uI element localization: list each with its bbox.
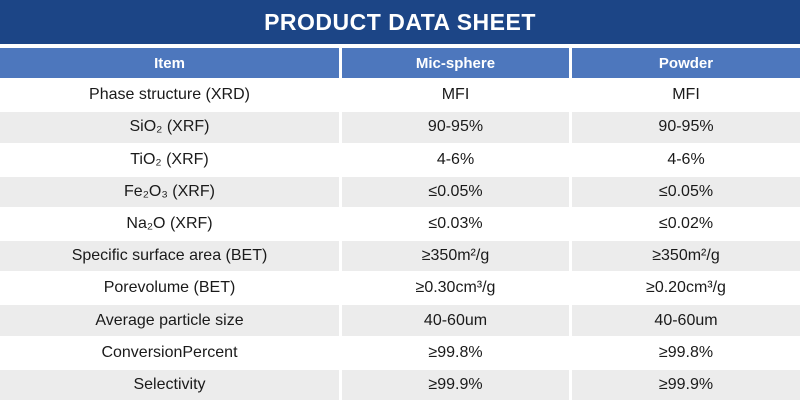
data-table: Item Mic-sphere Powder Phase structure (… xyxy=(0,48,800,400)
cell-micsphere: ≤0.03% xyxy=(342,208,569,240)
cell-micsphere: ≤0.05% xyxy=(342,176,569,207)
cell-item: Na₂O (XRF) xyxy=(0,208,339,240)
cell-powder: ≤0.02% xyxy=(572,208,800,240)
cell-item: SiO₂ (XRF) xyxy=(0,112,339,143)
column-header-item: Item xyxy=(0,48,339,79)
cell-item: Selectivity xyxy=(0,369,339,400)
cell-micsphere: ≥350m²/g xyxy=(342,241,569,272)
cell-powder: 4-6% xyxy=(572,144,800,175)
column-header-powder: Powder xyxy=(572,48,800,79)
cell-item: ConversionPercent xyxy=(0,337,339,368)
page-title: PRODUCT DATA SHEET xyxy=(264,8,536,35)
cell-micsphere: ≥99.8% xyxy=(342,337,569,368)
cell-powder: ≥350m²/g xyxy=(572,241,800,272)
cell-micsphere: 40-60um xyxy=(342,305,569,336)
cell-powder: 40-60um xyxy=(572,305,800,336)
cell-item: Specific surface area (BET) xyxy=(0,241,339,272)
cell-micsphere: ≥0.30cm³/g xyxy=(342,273,569,304)
cell-powder: ≥99.9% xyxy=(572,369,800,400)
cell-micsphere: 4-6% xyxy=(342,144,569,175)
cell-powder: ≥0.20cm³/g xyxy=(572,273,800,304)
cell-micsphere: 90-95% xyxy=(342,112,569,143)
cell-powder: 90-95% xyxy=(572,112,800,143)
cell-powder: ≥99.8% xyxy=(572,337,800,368)
cell-item: Phase structure (XRD) xyxy=(0,80,339,111)
cell-micsphere: ≥99.9% xyxy=(342,369,569,400)
title-banner: PRODUCT DATA SHEET xyxy=(0,0,800,44)
column-header-micsphere: Mic-sphere xyxy=(342,48,569,79)
cell-item: Fe₂O₃ (XRF) xyxy=(0,176,339,207)
cell-item: Porevolume (BET) xyxy=(0,273,339,304)
cell-powder: ≤0.05% xyxy=(572,176,800,207)
cell-item: Average particle size xyxy=(0,305,339,336)
cell-item: TiO₂ (XRF) xyxy=(0,144,339,175)
cell-micsphere: MFI xyxy=(342,80,569,111)
cell-powder: MFI xyxy=(572,80,800,111)
